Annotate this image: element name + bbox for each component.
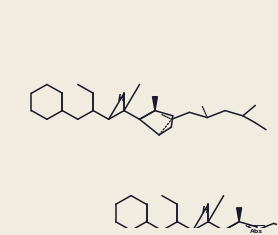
Text: H: H: [202, 206, 209, 215]
FancyBboxPatch shape: [249, 226, 265, 235]
Polygon shape: [237, 208, 242, 222]
Text: Abs: Abs: [250, 229, 264, 234]
Text: H: H: [118, 94, 125, 103]
Polygon shape: [153, 97, 157, 111]
